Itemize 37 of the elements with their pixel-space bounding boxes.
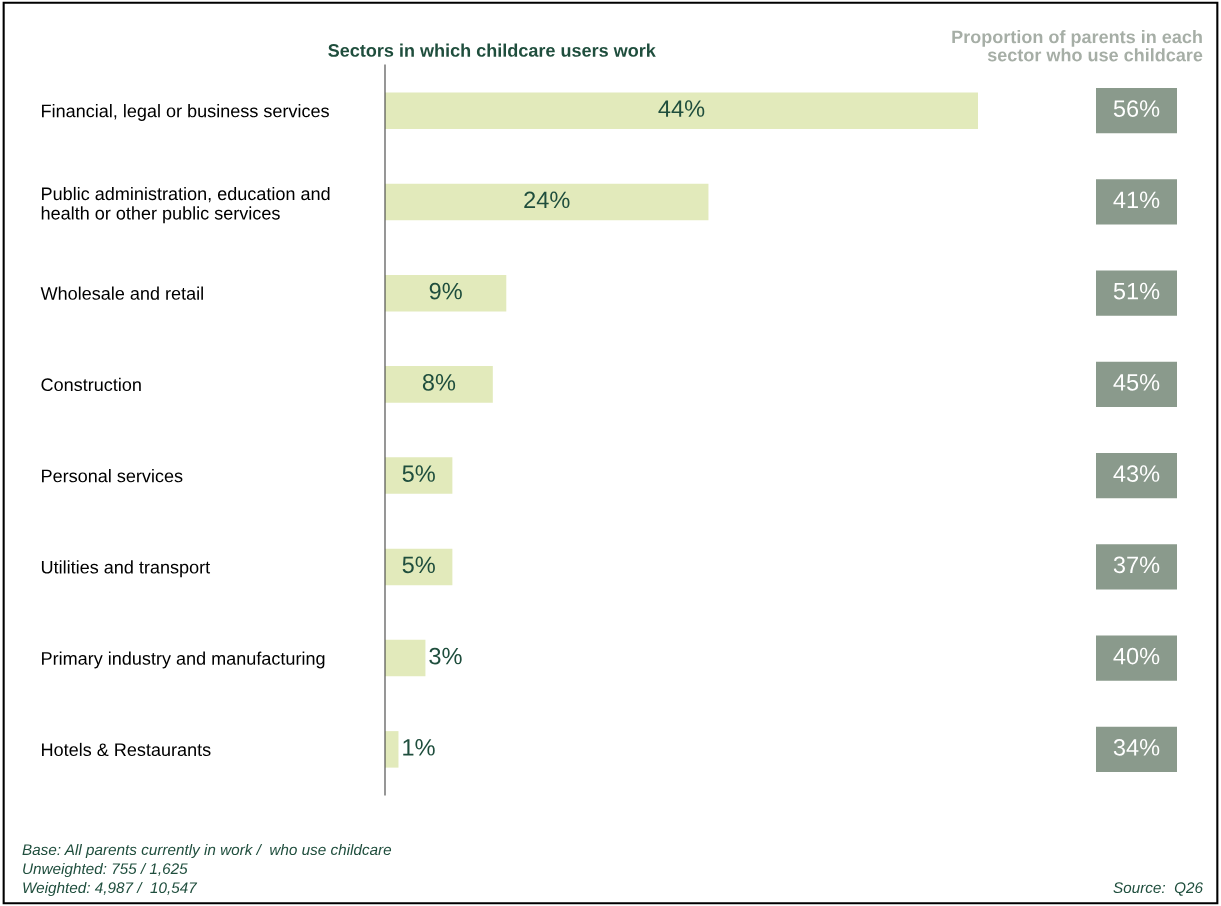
bar <box>385 274 507 312</box>
bar <box>385 457 453 494</box>
data-label: 5% <box>402 465 435 482</box>
y-tick-label: Utilities and transport <box>41 560 211 578</box>
data-label: 8% <box>422 373 456 391</box>
bar <box>385 366 493 403</box>
text: Proportion of parents in each sector who use childcare <box>952 30 1203 62</box>
chart-title: Sectors in which childcare users work <box>328 43 656 57</box>
bar <box>385 183 709 221</box>
data-label: 24% <box>524 191 570 209</box>
y-tick-label: Public administration, education and health or other public services <box>41 186 330 224</box>
data-label: 1% <box>403 739 435 756</box>
data-label: 43% <box>1113 465 1160 482</box>
text: Unweighted: 755 / 1,625 <box>23 862 188 878</box>
data-label: 37% <box>1113 556 1160 574</box>
bar <box>385 639 426 677</box>
data-label: 5% <box>402 556 435 574</box>
data-label: 40% <box>1113 647 1160 665</box>
y-tick-label: Personal services <box>42 469 183 483</box>
text: Base: All parents currently in work / who use childcare <box>22 843 392 859</box>
bar <box>385 731 399 768</box>
data-label: 9% <box>429 282 462 300</box>
data-label: 45% <box>1113 374 1160 391</box>
data-label: 51% <box>1113 282 1160 300</box>
data-label: 34% <box>1113 738 1160 756</box>
bar <box>385 92 978 129</box>
data-label: 41% <box>1113 191 1160 209</box>
source-note: Source: Q26 <box>1113 882 1203 896</box>
text: Weighted: 4,987 / 10,547 <box>23 881 198 897</box>
y-tick-label: Primary industry and manufacturing <box>42 651 325 669</box>
y-tick-label: Hotels & Restaurants <box>42 742 211 757</box>
y-tick-label: Wholesale and retail <box>40 286 203 300</box>
data-label: 56% <box>1113 100 1160 117</box>
y-tick-label: Financial, legal or business services <box>42 104 329 121</box>
data-label: 3% <box>429 647 462 665</box>
data-label: 44% <box>658 100 705 117</box>
y-tick-label: Construction <box>41 377 141 392</box>
